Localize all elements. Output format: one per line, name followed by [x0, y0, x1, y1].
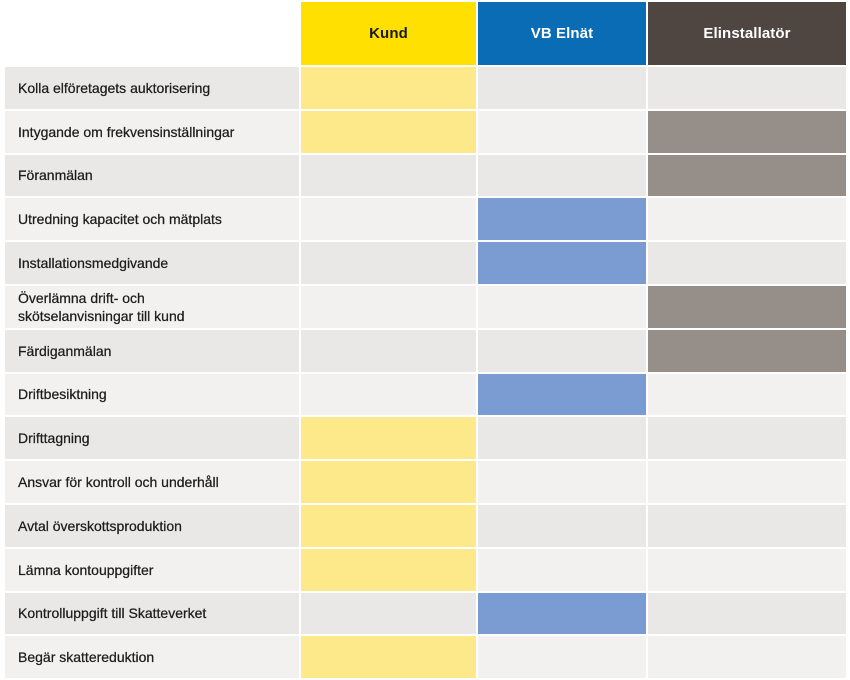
- cell-kund-responsible: [301, 67, 476, 109]
- table-row: Färdiganmälan: [5, 329, 846, 372]
- table-row: Ansvar för kontroll och underhåll: [5, 461, 846, 503]
- cell-elinstallator-responsible: [648, 285, 846, 328]
- cell-elinstallator-empty: [648, 504, 846, 547]
- header-elinstallator: Elinstallatör: [648, 2, 846, 65]
- header-row: Kund VB Elnät Elinstallatör: [5, 2, 846, 65]
- cell-elinstallator-empty: [648, 461, 846, 503]
- task-label: Avtal överskottsproduktion: [5, 504, 299, 547]
- table-row: Driftbesiktning: [5, 373, 846, 416]
- cell-kund-empty: [301, 154, 476, 197]
- cell-elinstallator-empty: [648, 417, 846, 460]
- cell-kund-responsible: [301, 461, 476, 503]
- table-row: Utredning kapacitet och mätplats: [5, 198, 846, 241]
- cell-vb-elnat-empty: [478, 110, 646, 153]
- cell-vb-elnat-empty: [478, 154, 646, 197]
- cell-elinstallator-empty: [648, 198, 846, 241]
- cell-kund-responsible: [301, 417, 476, 460]
- header-kund: Kund: [301, 2, 476, 65]
- table-row: Begär skattereduktion: [5, 636, 846, 679]
- cell-elinstallator-empty: [648, 373, 846, 416]
- table-row: Intygande om frekvensinställningar: [5, 110, 846, 153]
- task-label: Begär skattereduktion: [5, 636, 299, 679]
- task-label: Kolla elföretagets auktorisering: [5, 67, 299, 109]
- cell-vb-elnat-empty: [478, 636, 646, 679]
- cell-vb-elnat-empty: [478, 417, 646, 460]
- cell-elinstallator-empty: [648, 592, 846, 635]
- cell-vb-elnat-responsible: [478, 242, 646, 284]
- cell-kund-responsible: [301, 110, 476, 153]
- table-row: Föranmälan: [5, 154, 846, 197]
- task-label: Utredning kapacitet och mätplats: [5, 198, 299, 241]
- cell-vb-elnat-empty: [478, 504, 646, 547]
- task-label: Överlämna drift- och skötselanvisningar …: [5, 285, 299, 328]
- header-vb-elnat: VB Elnät: [478, 2, 646, 65]
- cell-kund-empty: [301, 285, 476, 328]
- cell-vb-elnat-empty: [478, 285, 646, 328]
- cell-vb-elnat-responsible: [478, 373, 646, 416]
- task-label: Driftbesiktning: [5, 373, 299, 416]
- table-row: Drifttagning: [5, 417, 846, 460]
- task-label: Föranmälan: [5, 154, 299, 197]
- cell-kund-responsible: [301, 504, 476, 547]
- responsibility-matrix: Kund VB Elnät Elinstallatör Kolla elföre…: [5, 2, 846, 679]
- task-label: Intygande om frekvensinställningar: [5, 110, 299, 153]
- task-label: Lämna kontouppgifter: [5, 548, 299, 591]
- cell-elinstallator-responsible: [648, 154, 846, 197]
- task-label: Kontrolluppgift till Skatteverket: [5, 592, 299, 635]
- cell-elinstallator-responsible: [648, 329, 846, 372]
- cell-vb-elnat-empty: [478, 461, 646, 503]
- table-row: Installationsmedgivande: [5, 242, 846, 284]
- table-row: Avtal överskottsproduktion: [5, 504, 846, 547]
- table-row: Överlämna drift- och skötselanvisningar …: [5, 285, 846, 328]
- cell-elinstallator-responsible: [648, 110, 846, 153]
- table-row: Lämna kontouppgifter: [5, 548, 846, 591]
- table-row: Kolla elföretagets auktorisering: [5, 67, 846, 109]
- cell-kund-empty: [301, 329, 476, 372]
- cell-vb-elnat-empty: [478, 548, 646, 591]
- cell-elinstallator-empty: [648, 242, 846, 284]
- cell-kund-empty: [301, 242, 476, 284]
- cell-kund-responsible: [301, 548, 476, 591]
- task-label: Drifttagning: [5, 417, 299, 460]
- cell-elinstallator-empty: [648, 67, 846, 109]
- cell-kund-empty: [301, 592, 476, 635]
- cell-vb-elnat-responsible: [478, 198, 646, 241]
- cell-elinstallator-empty: [648, 636, 846, 679]
- cell-vb-elnat-responsible: [478, 592, 646, 635]
- cell-kund-empty: [301, 198, 476, 241]
- cell-elinstallator-empty: [648, 548, 846, 591]
- cell-vb-elnat-empty: [478, 67, 646, 109]
- cell-vb-elnat-empty: [478, 329, 646, 372]
- table-row: Kontrolluppgift till Skatteverket: [5, 592, 846, 635]
- header-blank-cell: [5, 2, 299, 65]
- task-label: Ansvar för kontroll och underhåll: [5, 461, 299, 503]
- task-label: Färdiganmälan: [5, 329, 299, 372]
- cell-kund-empty: [301, 373, 476, 416]
- cell-kund-responsible: [301, 636, 476, 679]
- task-label: Installationsmedgivande: [5, 242, 299, 284]
